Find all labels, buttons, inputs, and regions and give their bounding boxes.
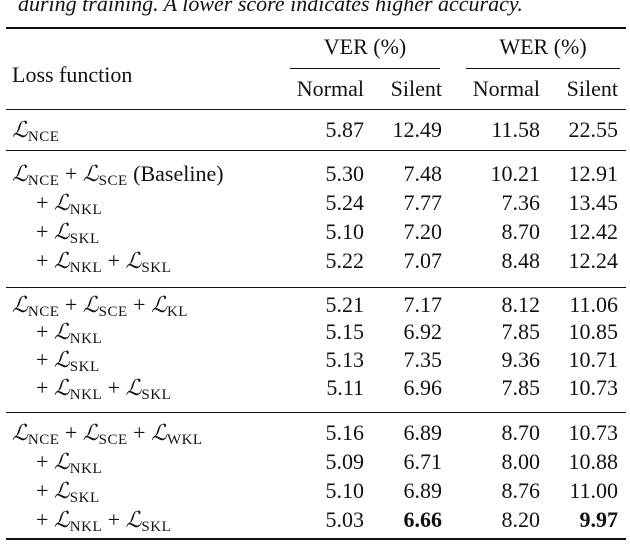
cell-2-wer-silent: 13.45 xyxy=(568,190,619,215)
top-rule xyxy=(6,27,626,29)
row-label-3: + ℒSKL xyxy=(36,219,100,247)
cell-12-ver-normal: 5.03 xyxy=(325,507,365,532)
header-ver-silent: Silent xyxy=(390,76,442,101)
cell-7-wer-silent: 10.71 xyxy=(568,347,619,372)
row-label-10: + ℒNKL xyxy=(36,449,103,477)
cell-7-wer-normal: 9.36 xyxy=(501,347,541,372)
table-caption: during training. A lower score indicates… xyxy=(18,0,523,16)
header-wer-normal: Normal xyxy=(472,76,540,101)
ver-group-rule xyxy=(290,68,440,69)
cell-10-ver-normal: 5.09 xyxy=(325,449,365,474)
cell-5-wer-silent: 11.06 xyxy=(569,292,618,317)
cell-4-ver-normal: 5.22 xyxy=(325,248,365,273)
cell-11-ver-normal: 5.10 xyxy=(325,478,365,503)
cell-9-ver-silent: 6.89 xyxy=(403,420,443,445)
cell-1-wer-normal: 10.21 xyxy=(490,161,541,186)
cell-6-ver-normal: 5.15 xyxy=(325,319,365,344)
header-ver: VER (%) xyxy=(323,34,407,59)
cell-0-ver-silent: 12.49 xyxy=(392,117,443,142)
cell-8-ver-normal: 5.11 xyxy=(326,375,364,400)
cell-8-ver-silent: 6.96 xyxy=(403,375,443,400)
cell-4-wer-normal: 8.48 xyxy=(501,248,541,273)
cell-11-wer-silent: 11.00 xyxy=(569,478,618,503)
cell-6-ver-silent: 6.92 xyxy=(403,319,443,344)
cell-4-wer-silent: 12.24 xyxy=(568,248,619,273)
cell-0-ver-normal: 5.87 xyxy=(325,117,365,142)
cell-5-ver-normal: 5.21 xyxy=(325,292,365,317)
wer-group-rule xyxy=(466,68,620,69)
cell-6-wer-normal: 7.85 xyxy=(501,319,541,344)
cell-10-wer-normal: 8.00 xyxy=(501,449,541,474)
row-label-4: + ℒNKL + ℒSKL xyxy=(36,248,172,276)
cell-2-ver-normal: 5.24 xyxy=(325,190,365,215)
cell-3-wer-silent: 12.42 xyxy=(568,219,619,244)
cell-11-wer-normal: 8.76 xyxy=(501,478,541,503)
row-label-6: + ℒNKL xyxy=(36,319,103,347)
cell-3-ver-normal: 5.10 xyxy=(325,219,365,244)
row-label-5: ℒNCE + ℒSCE + ℒKL xyxy=(12,292,188,320)
cell-9-wer-silent: 10.73 xyxy=(568,420,619,445)
header-ver-normal: Normal xyxy=(296,76,364,101)
cell-2-wer-normal: 7.36 xyxy=(501,190,541,215)
cell-12-ver-silent: 6.66 xyxy=(403,507,443,532)
row-label-0: ℒNCE xyxy=(12,117,60,145)
header-wer: WER (%) xyxy=(499,34,587,59)
cell-11-ver-silent: 6.89 xyxy=(403,478,443,503)
cell-2-ver-silent: 7.77 xyxy=(403,190,443,215)
group-rule-2 xyxy=(6,287,626,288)
row-label-7: + ℒSKL xyxy=(36,347,100,375)
row-label-9: ℒNCE + ℒSCE + ℒWKL xyxy=(12,420,203,448)
row-label-8: + ℒNKL + ℒSKL xyxy=(36,375,172,403)
cell-0-wer-normal: 11.58 xyxy=(491,117,540,142)
group-rule-1 xyxy=(6,150,626,151)
row-label-1: ℒNCE + ℒSCE (Baseline) xyxy=(12,161,224,189)
cell-3-ver-silent: 7.20 xyxy=(403,219,443,244)
cell-10-wer-silent: 10.88 xyxy=(568,449,619,474)
cell-6-wer-silent: 10.85 xyxy=(568,319,619,344)
cell-5-ver-silent: 7.17 xyxy=(403,292,443,317)
header-wer-silent: Silent xyxy=(566,76,618,101)
header-loss-function: Loss function xyxy=(12,62,133,87)
cell-8-wer-silent: 10.73 xyxy=(568,375,619,400)
row-label-2: + ℒNKL xyxy=(36,190,103,218)
row-label-11: + ℒSKL xyxy=(36,478,100,506)
cell-9-wer-normal: 8.70 xyxy=(501,420,541,445)
cell-4-ver-silent: 7.07 xyxy=(403,248,443,273)
cell-1-ver-silent: 7.48 xyxy=(403,161,443,186)
cell-9-ver-normal: 5.16 xyxy=(325,420,365,445)
cell-1-ver-normal: 5.30 xyxy=(325,161,365,186)
cell-5-wer-normal: 8.12 xyxy=(501,292,541,317)
header-rule xyxy=(6,109,626,110)
cell-12-wer-normal: 8.20 xyxy=(501,507,541,532)
cell-10-ver-silent: 6.71 xyxy=(403,449,443,474)
cell-12-wer-silent: 9.97 xyxy=(579,507,619,532)
cell-0-wer-silent: 22.55 xyxy=(568,117,619,142)
cell-1-wer-silent: 12.91 xyxy=(568,161,619,186)
cell-3-wer-normal: 8.70 xyxy=(501,219,541,244)
cell-7-ver-silent: 7.35 xyxy=(403,347,443,372)
bottom-rule xyxy=(6,538,626,540)
cell-7-ver-normal: 5.13 xyxy=(325,347,365,372)
cell-8-wer-normal: 7.85 xyxy=(501,375,541,400)
group-rule-3 xyxy=(6,412,626,413)
row-label-12: + ℒNKL + ℒSKL xyxy=(36,507,172,535)
